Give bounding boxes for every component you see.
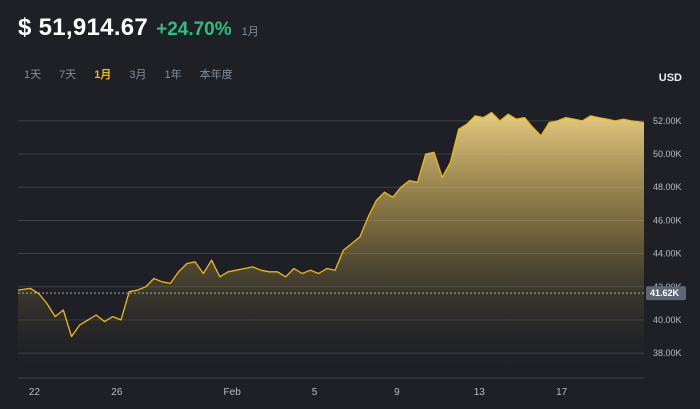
current-price: $ 51,914.67 <box>18 14 149 41</box>
x-tick-label: Feb <box>224 387 242 398</box>
tab-1y[interactable]: 1年 <box>164 69 182 81</box>
current-price-box <box>646 286 686 301</box>
price-series-line <box>17 111 645 338</box>
x-axis: 22 26 Feb 5 9 13 17 <box>29 387 568 398</box>
tab-3m[interactable]: 3月 <box>129 69 147 81</box>
timeframe-tabs: 1天 7天 1月 3月 1年 本年度 <box>24 66 251 82</box>
x-tick-label: 9 <box>394 387 400 398</box>
currency-unit-label: USD <box>658 72 682 84</box>
current-price-marker: 41.62K <box>18 286 686 301</box>
price-header: $ 51,914.67 +24.70% 1月 <box>18 14 259 42</box>
tab-1d[interactable]: 1天 <box>24 69 42 81</box>
y-axis: 38.00K40.00K42.00K44.00K46.00K48.00K50.0… <box>653 116 682 358</box>
x-tick-label: 17 <box>556 387 568 398</box>
y-tick-label: 50.00K <box>653 149 682 159</box>
tab-7d[interactable]: 7天 <box>59 69 77 81</box>
y-tick-label: 38.00K <box>653 348 682 358</box>
x-tick-label: 22 <box>29 387 41 398</box>
x-tick-label: 26 <box>111 387 123 398</box>
price-line <box>17 111 645 338</box>
current-price-axis-label: 41.62K <box>650 288 680 298</box>
price-change-percent: +24.70% <box>156 19 232 40</box>
tab-ytd[interactable]: 本年度 <box>199 69 233 81</box>
y-tick-label: 40.00K <box>653 315 682 325</box>
x-tick-label: 13 <box>474 387 486 398</box>
y-tick-label: 46.00K <box>653 215 682 225</box>
tab-1m[interactable]: 1月 <box>94 69 112 81</box>
price-area-fill <box>18 112 644 378</box>
price-area <box>18 112 644 378</box>
y-tick-label: 44.00K <box>653 249 682 259</box>
period-label: 1月 <box>241 26 259 38</box>
y-tick-label: 52.00K <box>653 116 682 126</box>
x-tick-label: 5 <box>312 387 318 398</box>
y-tick-label: 48.00K <box>653 182 682 192</box>
